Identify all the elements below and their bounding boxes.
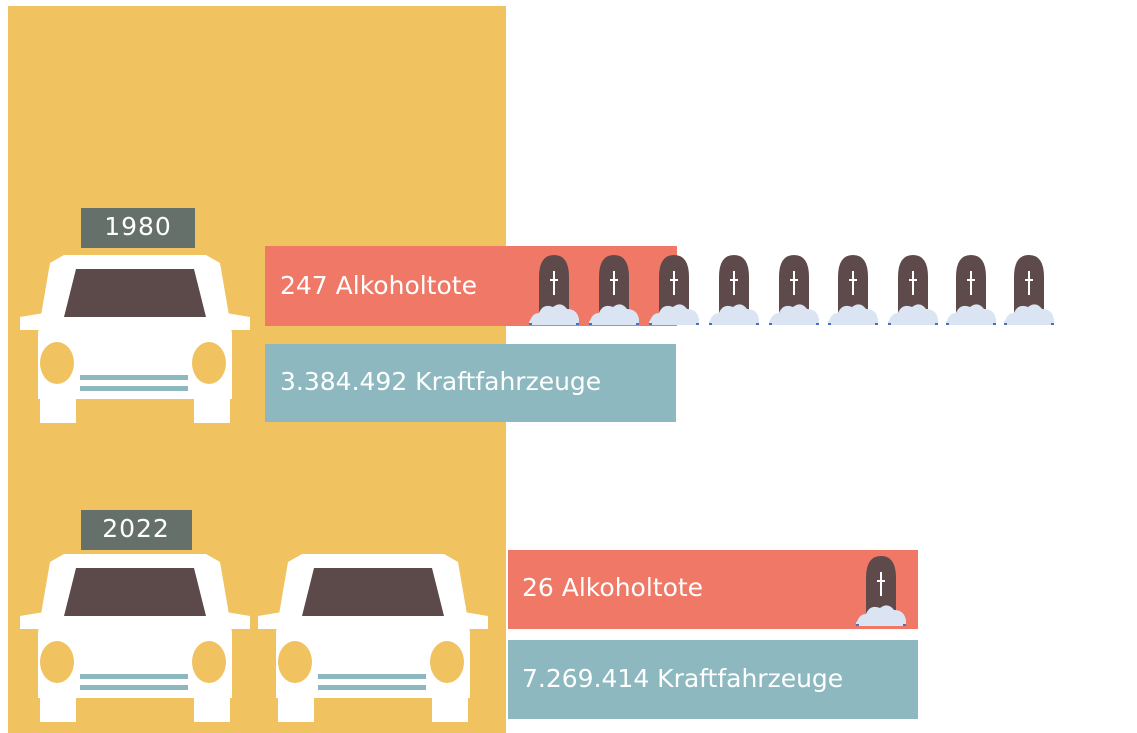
gravestone-icon [1004,255,1054,325]
infographic: 1980 247 Alkoholtote 3.384.492 Kraftfahr… [0,0,1137,733]
vehicles-label: 7.269.414 Kraftfahrzeuge [522,664,843,693]
row-1980: 1980 247 Alkoholtote 3.384.492 Kraftfahr… [20,208,1054,423]
vehicles-label: 3.384.492 Kraftfahrzeuge [280,367,601,396]
deaths-label: 247 Alkoholtote [280,271,477,300]
gravestone-icon [946,255,996,325]
gravestone-icon [709,255,759,325]
car-icon [258,554,488,722]
car-icon [20,554,250,722]
gravestone-icon [888,255,938,325]
gravestone-icons [529,255,1054,325]
gravestone-icon [769,255,819,325]
car-icon [20,255,250,423]
year-label: 1980 [104,212,172,241]
year-label: 2022 [102,514,170,543]
deaths-label: 26 Alkoholtote [522,573,703,602]
gravestone-icon [828,255,878,325]
